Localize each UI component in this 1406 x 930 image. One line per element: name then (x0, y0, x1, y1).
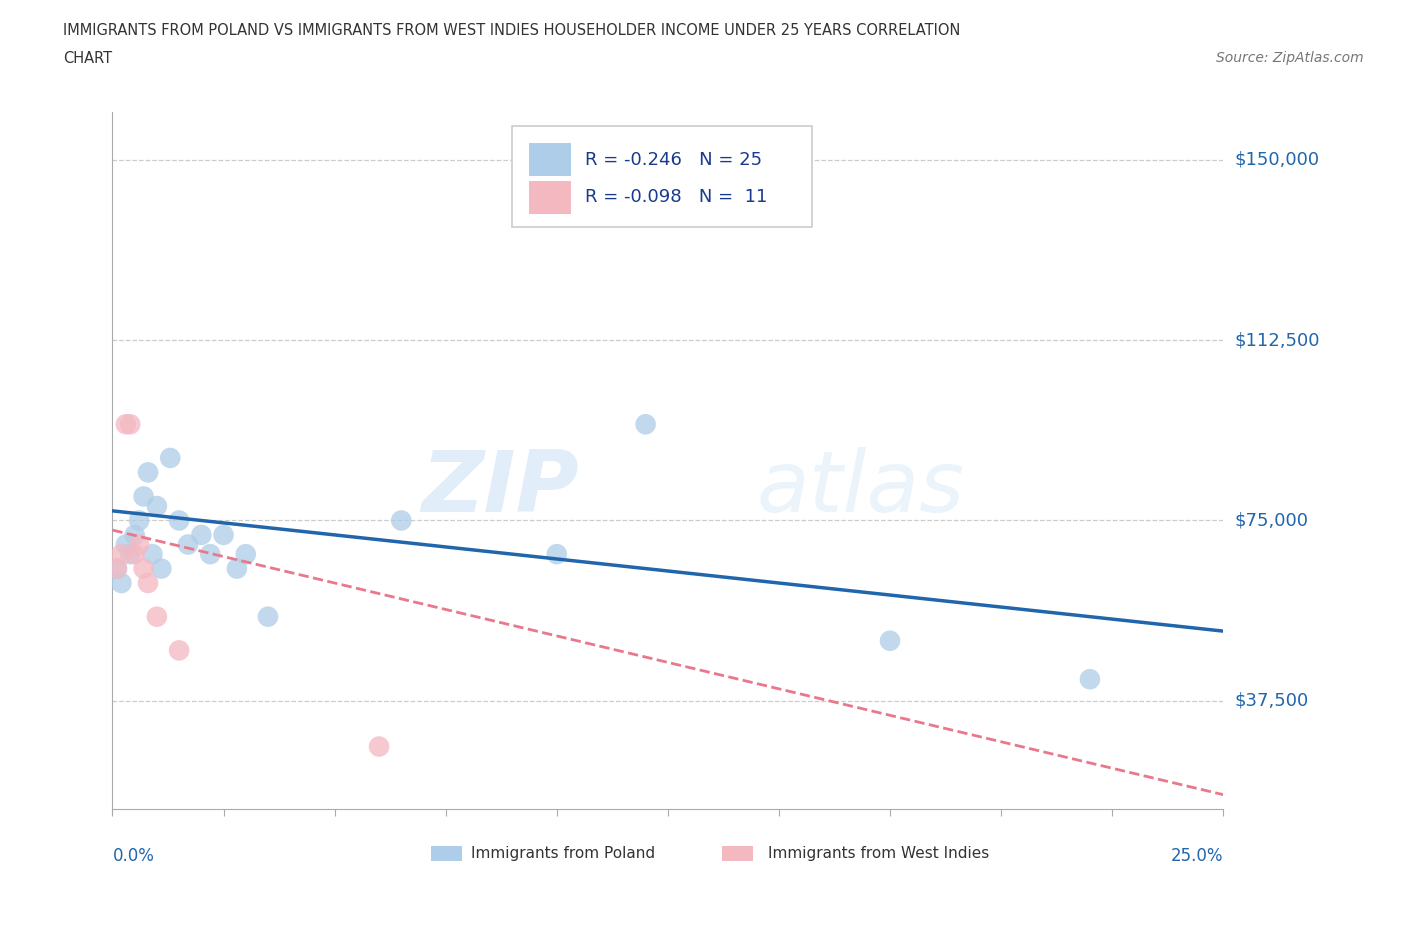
Text: Source: ZipAtlas.com: Source: ZipAtlas.com (1216, 51, 1364, 65)
Point (389, 513, 412, 528)
Point (120, 547, 142, 562)
Text: R = -0.246   N = 25: R = -0.246 N = 25 (585, 151, 762, 168)
Point (114, 417, 136, 432)
Point (114, 538, 136, 552)
Point (128, 538, 150, 552)
Point (212, 527, 235, 542)
Point (150, 561, 173, 576)
Point (132, 489, 155, 504)
Point (200, 547, 222, 562)
Text: Immigrants from Poland: Immigrants from Poland (471, 846, 655, 861)
Point (546, 547, 568, 562)
Point (105, 561, 128, 576)
Point (124, 547, 146, 562)
Point (124, 527, 146, 542)
Text: atlas: atlas (756, 446, 965, 530)
Point (146, 609, 169, 624)
Point (879, 633, 901, 648)
Point (167, 513, 190, 528)
Text: CHART: CHART (63, 51, 112, 66)
Text: $75,000: $75,000 (1234, 512, 1309, 529)
FancyBboxPatch shape (529, 180, 571, 214)
Point (235, 547, 257, 562)
Point (146, 498, 169, 513)
Point (257, 609, 280, 624)
Point (128, 513, 150, 528)
FancyBboxPatch shape (529, 143, 571, 177)
Point (141, 547, 163, 562)
Point (132, 561, 155, 576)
Text: 0.0%: 0.0% (112, 847, 155, 866)
Point (634, 417, 657, 432)
Text: 25.0%: 25.0% (1171, 847, 1223, 866)
Text: IMMIGRANTS FROM POLAND VS IMMIGRANTS FROM WEST INDIES HOUSEHOLDER INCOME UNDER 2: IMMIGRANTS FROM POLAND VS IMMIGRANTS FRO… (63, 23, 960, 38)
Text: $150,000: $150,000 (1234, 151, 1319, 168)
Point (120, 417, 142, 432)
Point (167, 643, 190, 658)
Point (110, 576, 132, 591)
Point (177, 538, 200, 552)
Text: ZIP: ZIP (422, 446, 579, 530)
Point (110, 547, 132, 562)
Text: R = -0.098   N =  11: R = -0.098 N = 11 (585, 189, 766, 206)
Point (136, 576, 159, 591)
Point (190, 527, 212, 542)
Text: $112,500: $112,500 (1234, 331, 1320, 349)
FancyBboxPatch shape (512, 126, 813, 227)
Point (159, 450, 181, 465)
Point (368, 739, 391, 754)
Point (105, 561, 128, 576)
Text: Immigrants from West Indies: Immigrants from West Indies (768, 846, 988, 861)
Point (136, 465, 159, 480)
Point (225, 561, 247, 576)
FancyBboxPatch shape (723, 846, 754, 861)
FancyBboxPatch shape (432, 846, 463, 861)
Text: $37,500: $37,500 (1234, 692, 1309, 710)
Point (1078, 671, 1101, 686)
